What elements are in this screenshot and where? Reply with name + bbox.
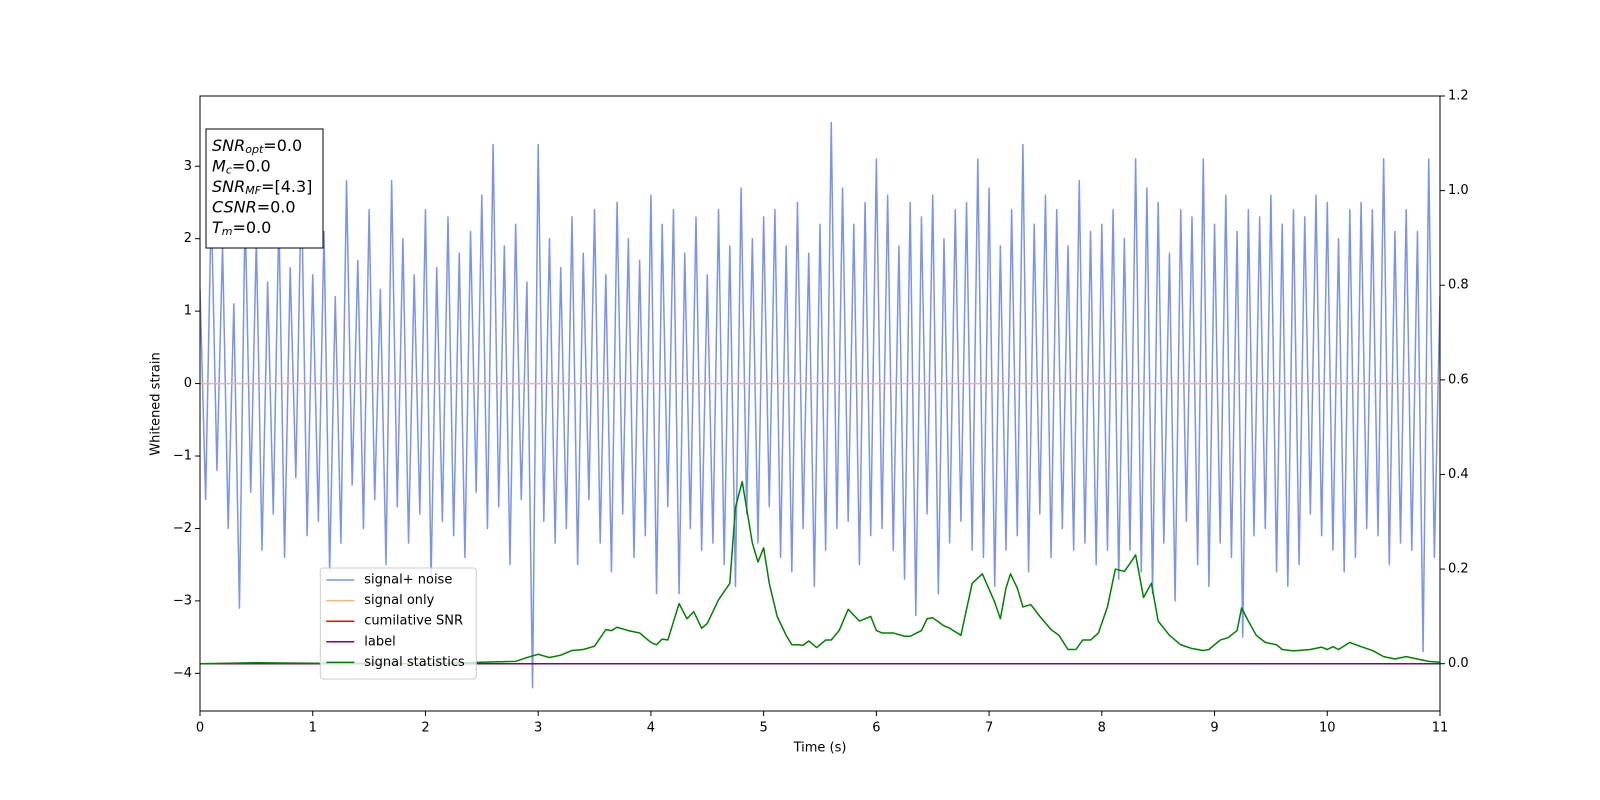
x-tick-label: 3 bbox=[534, 721, 542, 736]
legend-label: label bbox=[364, 634, 395, 649]
legend-label: cumilative SNR bbox=[364, 614, 463, 629]
annotation: SNRMF=[4.3] bbox=[212, 177, 312, 198]
y-tick-label: 0 bbox=[184, 376, 192, 391]
x-axis-label: Time (s) bbox=[793, 741, 847, 756]
legend: signal+ noise signal only cumilative SNR la… bbox=[319, 567, 477, 680]
series-line bbox=[200, 122, 1440, 689]
annotation-symbol: SNR bbox=[212, 136, 245, 155]
x-tick-label: 0 bbox=[196, 721, 204, 736]
legend-label: signal only bbox=[364, 593, 434, 608]
annotation: SNRopt=0.0 bbox=[212, 136, 302, 157]
y2-tick-label: 0.6 bbox=[1448, 372, 1469, 387]
annotation-value: =0.0 bbox=[263, 136, 302, 155]
x-tick-label: 6 bbox=[872, 721, 880, 736]
y2-tick-label: 0.0 bbox=[1448, 656, 1469, 671]
y2-tick-label: 0.2 bbox=[1448, 562, 1469, 577]
x-tick-label: 11 bbox=[1432, 721, 1449, 736]
x-tick-label: 9 bbox=[1210, 721, 1218, 736]
annotation: Mc=0.0 bbox=[212, 156, 271, 177]
annotation-box: SNRopt=0.0Mc=0.0SNRMF=[4.3]CSNR=0.0Tm=0.… bbox=[205, 128, 324, 249]
y-tick-label: 3 bbox=[184, 159, 192, 174]
x-tick-label: 5 bbox=[759, 721, 767, 736]
annotation-symbol: CSNR bbox=[212, 197, 257, 216]
x-tick-label: 4 bbox=[647, 721, 655, 736]
annotation: CSNR=0.0 bbox=[212, 197, 296, 216]
y-tick-label: −1 bbox=[173, 449, 192, 464]
plot-frame bbox=[199, 95, 1441, 712]
x-tick-label: 2 bbox=[421, 721, 429, 736]
annotation-symbol: M bbox=[212, 156, 226, 175]
y-tick-label: 2 bbox=[184, 231, 192, 246]
legend-frame bbox=[319, 567, 477, 680]
y2-tick-label: 0.4 bbox=[1448, 467, 1469, 482]
annotation-value: =0.0 bbox=[233, 218, 272, 237]
y-tick-label: −2 bbox=[173, 521, 192, 536]
annotation-symbol: SNR bbox=[212, 177, 245, 196]
y-tick-label: −3 bbox=[173, 593, 192, 608]
annotation-symbol: T bbox=[212, 218, 223, 237]
annotation: Tm=0.0 bbox=[212, 218, 271, 239]
annotation-value: =[4.3] bbox=[261, 177, 312, 196]
annotation-value: =0.0 bbox=[257, 197, 296, 216]
y-axis-label: Whitened strain bbox=[149, 352, 164, 455]
y2-tick-label: 1.2 bbox=[1448, 89, 1469, 104]
annotation-subscript: MF bbox=[245, 184, 261, 197]
series-line bbox=[200, 480, 1440, 665]
annotation-value: =0.0 bbox=[232, 156, 271, 175]
legend-label: signal+ noise bbox=[364, 573, 452, 588]
y-tick-label: −4 bbox=[173, 666, 192, 681]
x-tick-label: 1 bbox=[309, 721, 317, 736]
annotation-subscript: m bbox=[222, 225, 233, 238]
x-tick-label: 8 bbox=[1098, 721, 1106, 736]
x-tick-label: 7 bbox=[985, 721, 993, 736]
annotation-subscript: opt bbox=[245, 143, 264, 156]
annotation-frame bbox=[205, 128, 324, 249]
legend-label: signal statistics bbox=[364, 655, 465, 670]
y2-tick-label: 1.0 bbox=[1448, 183, 1469, 198]
y-tick-label: 1 bbox=[184, 304, 192, 319]
annotation-subscript: c bbox=[226, 164, 232, 177]
y2-tick-label: 0.8 bbox=[1448, 278, 1469, 293]
x-tick-label: 10 bbox=[1319, 721, 1336, 736]
